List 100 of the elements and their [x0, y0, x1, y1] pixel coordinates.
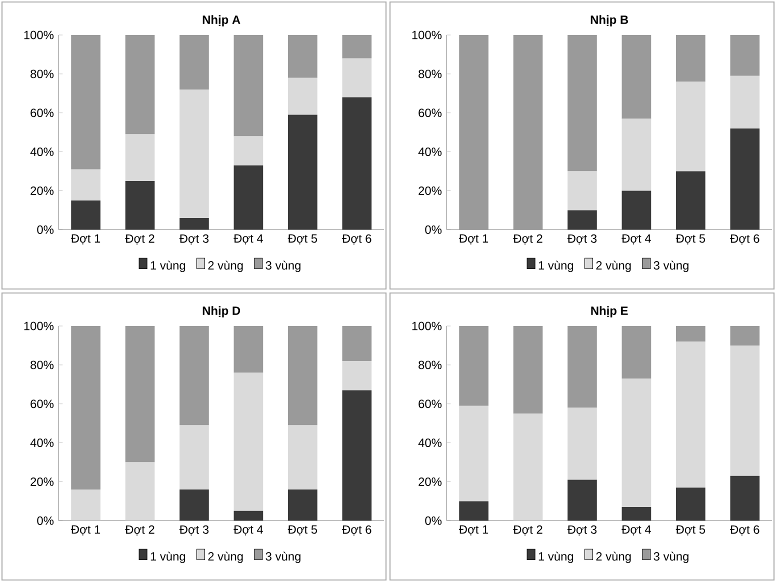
- bar: [180, 425, 209, 490]
- bar: [125, 34, 155, 134]
- x-tick-label: Đợt 4: [234, 525, 263, 536]
- bar: [730, 345, 760, 476]
- y-tick-label: 20%: [30, 477, 54, 486]
- bar: [459, 326, 488, 406]
- x-tick-label: Đợt 5: [288, 234, 318, 244]
- bar: [234, 34, 264, 136]
- bar: [676, 82, 706, 172]
- y-tick-label: 80%: [30, 70, 54, 78]
- y-tick-label: 40%: [418, 148, 442, 156]
- bar: [71, 200, 100, 230]
- bar: [622, 190, 652, 230]
- legend-label: 3 vùng: [266, 552, 300, 564]
- bar: [676, 488, 706, 521]
- y-tick-label: 0%: [37, 225, 54, 234]
- x-tick-label: Đợt 3: [567, 525, 597, 536]
- bar: [125, 180, 155, 230]
- bar: [730, 476, 760, 521]
- legend-label: 2 vùng: [596, 552, 631, 564]
- x-tick-label: Đợt 1: [70, 525, 100, 536]
- bar: [568, 326, 597, 408]
- x-tick-label: Đợt 3: [179, 525, 209, 536]
- legend-label: 1 vùng: [538, 260, 574, 272]
- y-tick-label: 100%: [412, 322, 442, 330]
- chart-title: Nhịp B: [590, 15, 628, 26]
- chart-title: Nhịp D: [202, 306, 240, 318]
- bar: [71, 326, 100, 490]
- y-tick-label: 100%: [24, 30, 54, 40]
- bar: [342, 97, 372, 230]
- bar: [459, 501, 488, 521]
- y-tick-label: 80%: [418, 70, 442, 78]
- x-tick-label: Đợt 6: [342, 234, 372, 245]
- x-tick-label: Đợt 1: [70, 234, 100, 244]
- x-tick-label: Đợt 5: [676, 525, 706, 536]
- x-tick-label: Đợt 6: [342, 525, 372, 536]
- legend-label: 3 vùng: [654, 552, 688, 564]
- bar: [676, 342, 706, 488]
- bar: [342, 390, 372, 521]
- y-tick-label: 60%: [418, 108, 442, 118]
- y-tick-label: 80%: [30, 360, 54, 370]
- bar: [288, 34, 318, 78]
- bar: [288, 326, 318, 426]
- bar: [234, 510, 264, 521]
- bar: [234, 136, 264, 166]
- bar: [676, 34, 706, 82]
- bar: [459, 34, 488, 230]
- bar: [622, 326, 652, 379]
- bar: [288, 114, 318, 230]
- y-tick-label: 60%: [30, 400, 54, 408]
- y-tick-label: 0%: [37, 516, 54, 525]
- bar: [71, 490, 100, 521]
- bar: [234, 372, 264, 511]
- bar: [513, 414, 543, 521]
- bar: [288, 78, 318, 115]
- y-tick-label: 60%: [418, 400, 442, 408]
- x-tick-label: Đợt 3: [567, 234, 597, 245]
- bar: [180, 34, 209, 90]
- y-tick-label: 0%: [425, 225, 442, 234]
- bar: [342, 326, 372, 362]
- bar: [568, 480, 597, 521]
- bar: [622, 507, 652, 521]
- legend-label: 1 vùng: [150, 260, 186, 272]
- y-tick-label: 100%: [24, 322, 54, 330]
- x-tick-label: Đợt 3: [179, 234, 209, 245]
- bar: [513, 326, 543, 414]
- bar: [125, 462, 155, 521]
- bar: [622, 118, 652, 191]
- bar: [676, 171, 706, 230]
- bar: [568, 210, 597, 230]
- bar: [342, 34, 372, 58]
- bar: [125, 134, 155, 181]
- y-tick-label: 20%: [418, 477, 442, 486]
- bar: [125, 326, 155, 462]
- bar: [288, 425, 318, 490]
- x-tick-label: Đợt 6: [730, 234, 760, 245]
- x-tick-label: Đợt 5: [676, 234, 706, 244]
- bar: [622, 378, 652, 508]
- y-tick-label: 0%: [425, 516, 442, 525]
- legend-label: 2 vùng: [208, 552, 243, 564]
- y-tick-label: 40%: [30, 438, 54, 448]
- legend-label: 3 vùng: [266, 260, 300, 272]
- y-tick-label: 20%: [418, 186, 442, 195]
- bar: [730, 76, 760, 128]
- bar: [513, 34, 543, 230]
- bar: [180, 326, 209, 426]
- legend-label: 1 vùng: [150, 552, 186, 564]
- bar: [568, 34, 597, 172]
- bar: [234, 165, 264, 230]
- x-tick-label: Đợt 5: [288, 525, 318, 536]
- y-tick-label: 80%: [418, 360, 442, 370]
- x-tick-label: Đợt 2: [125, 234, 154, 245]
- bar: [342, 58, 372, 98]
- x-tick-label: Đợt 1: [458, 234, 488, 244]
- bar: [180, 90, 209, 218]
- bar: [71, 169, 100, 200]
- bar: [622, 34, 652, 119]
- bar: [342, 361, 372, 390]
- bar: [234, 326, 264, 373]
- x-tick-label: Đợt 4: [622, 234, 651, 244]
